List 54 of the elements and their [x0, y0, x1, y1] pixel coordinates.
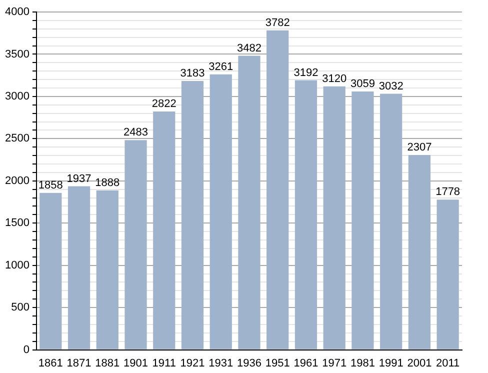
- bar: [436, 200, 459, 350]
- y-tick-label: 2000: [4, 174, 30, 187]
- data-label: 3120: [322, 72, 347, 85]
- x-tick-label: 1921: [180, 357, 205, 370]
- x-tick-label: 1961: [294, 357, 318, 370]
- x-tick-label: 1951: [265, 357, 290, 370]
- bar: [40, 192, 62, 350]
- bar: [153, 111, 176, 350]
- data-label: 3782: [265, 16, 290, 29]
- data-label: 1778: [436, 186, 460, 198]
- x-tick-label: 1981: [350, 357, 375, 370]
- data-label: 2307: [407, 142, 432, 154]
- y-tick-label: 1000: [4, 259, 30, 272]
- bar: [408, 154, 431, 350]
- y-tick-label: 2500: [4, 132, 30, 145]
- data-label: 1937: [66, 172, 92, 185]
- x-tick-label: 1911: [152, 357, 176, 370]
- x-tick-label: 1936: [236, 357, 262, 370]
- bar: [96, 190, 118, 350]
- bar: [124, 140, 147, 350]
- y-tick-label: 4000: [4, 6, 30, 18]
- data-label: 3261: [208, 60, 234, 73]
- x-tick-label: 1931: [208, 357, 234, 370]
- x-tick-label: 1881: [95, 357, 120, 370]
- x-tick-label: 1871: [66, 357, 92, 370]
- data-label: 3032: [378, 80, 404, 92]
- bar: [294, 80, 318, 350]
- data-label: 2483: [124, 126, 148, 139]
- x-tick-label: 2001: [407, 357, 432, 370]
- data-label: 1858: [38, 179, 63, 192]
- x-tick-label: 1901: [124, 357, 148, 370]
- data-label: 3059: [350, 78, 375, 90]
- x-tick-label: 1991: [378, 357, 404, 370]
- x-tick-label: 1971: [322, 357, 347, 370]
- bar: [352, 91, 374, 350]
- data-label: 3482: [236, 42, 262, 54]
- bar: [380, 94, 402, 350]
- bar: [181, 80, 204, 350]
- x-tick-label: 2011: [436, 357, 460, 370]
- bar: [323, 86, 346, 350]
- data-label: 3183: [180, 68, 205, 80]
- y-tick-label: 1500: [4, 217, 30, 230]
- data-label: 3192: [294, 66, 318, 79]
- bar: [68, 186, 90, 350]
- y-tick-label: 3500: [4, 48, 30, 60]
- data-label: 1888: [95, 176, 120, 189]
- data-label: 2822: [152, 98, 176, 110]
- bar: [238, 56, 260, 350]
- y-tick-label: 500: [11, 302, 30, 314]
- y-tick-label: 3000: [4, 90, 30, 102]
- bar: [266, 30, 289, 350]
- x-tick-label: 1861: [38, 357, 63, 370]
- bar: [210, 74, 232, 350]
- y-tick-label: 0: [23, 344, 30, 356]
